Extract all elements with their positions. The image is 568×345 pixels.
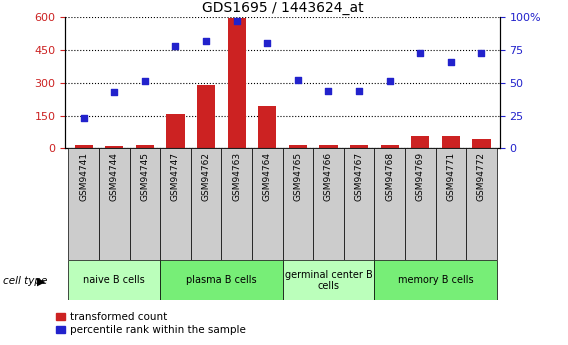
Bar <box>374 260 497 300</box>
Bar <box>166 115 185 148</box>
Point <box>293 77 302 83</box>
Bar <box>105 146 123 148</box>
Bar <box>252 148 283 260</box>
Point <box>477 50 486 56</box>
Text: germinal center B
cells: germinal center B cells <box>285 269 373 291</box>
Bar <box>160 260 283 300</box>
Text: plasma B cells: plasma B cells <box>186 275 257 285</box>
Bar <box>74 145 93 148</box>
Point <box>385 79 394 84</box>
Bar <box>473 139 491 148</box>
Legend: transformed count, percentile rank within the sample: transformed count, percentile rank withi… <box>56 312 246 335</box>
Text: GSM94764: GSM94764 <box>263 152 272 201</box>
Bar <box>289 145 307 148</box>
Bar <box>191 148 222 260</box>
Bar <box>222 148 252 260</box>
Text: GSM94771: GSM94771 <box>446 152 456 201</box>
Text: ▶: ▶ <box>37 276 45 286</box>
Text: GSM94768: GSM94768 <box>385 152 394 201</box>
Text: GSM94741: GSM94741 <box>79 152 88 201</box>
Text: GSM94762: GSM94762 <box>202 152 211 201</box>
Bar <box>442 136 460 148</box>
Text: GSM94744: GSM94744 <box>110 152 119 200</box>
Bar <box>130 148 160 260</box>
Bar <box>319 145 337 148</box>
Text: GSM94745: GSM94745 <box>140 152 149 201</box>
Bar <box>350 145 368 148</box>
Bar <box>411 136 429 148</box>
Bar <box>374 148 405 260</box>
Bar <box>405 148 436 260</box>
Point <box>446 59 456 65</box>
Bar <box>436 148 466 260</box>
Point <box>79 116 88 121</box>
Bar <box>136 145 154 148</box>
Point <box>263 41 272 46</box>
Bar <box>197 85 215 148</box>
Point <box>416 50 425 56</box>
Bar <box>283 260 374 300</box>
Point <box>324 88 333 93</box>
Point <box>354 88 364 93</box>
Bar <box>258 106 277 148</box>
Text: memory B cells: memory B cells <box>398 275 473 285</box>
Text: GSM94765: GSM94765 <box>294 152 302 201</box>
Title: GDS1695 / 1443624_at: GDS1695 / 1443624_at <box>202 1 364 15</box>
Bar <box>160 148 191 260</box>
Bar <box>344 148 374 260</box>
Bar <box>466 148 497 260</box>
Bar <box>228 18 246 148</box>
Point <box>171 43 180 49</box>
Bar <box>68 148 99 260</box>
Point <box>110 89 119 95</box>
Text: GSM94766: GSM94766 <box>324 152 333 201</box>
Text: GSM94747: GSM94747 <box>171 152 180 201</box>
Point <box>232 18 241 24</box>
Text: cell type: cell type <box>3 276 47 286</box>
Bar <box>381 145 399 148</box>
Bar <box>68 260 160 300</box>
Text: GSM94763: GSM94763 <box>232 152 241 201</box>
Text: GSM94769: GSM94769 <box>416 152 425 201</box>
Text: GSM94767: GSM94767 <box>354 152 364 201</box>
Text: GSM94772: GSM94772 <box>477 152 486 201</box>
Point <box>202 38 211 43</box>
Bar <box>283 148 313 260</box>
Bar <box>99 148 130 260</box>
Bar <box>313 148 344 260</box>
Point <box>140 79 149 84</box>
Text: naive B cells: naive B cells <box>83 275 145 285</box>
